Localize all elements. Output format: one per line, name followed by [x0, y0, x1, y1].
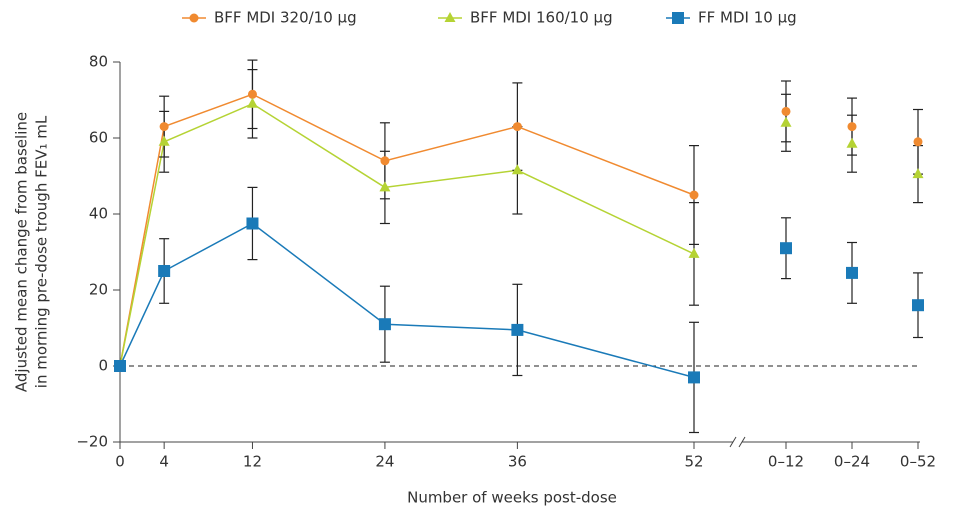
series-line — [119, 222, 695, 379]
y-tick-label: 0 — [98, 357, 108, 375]
x-tick-label: 36 — [508, 453, 527, 471]
data-point — [114, 360, 126, 372]
axis-break — [729, 436, 737, 448]
data-point — [913, 137, 923, 147]
legend-item: BFF MDI 320/10 µg — [182, 9, 357, 27]
x-tick-label: 4 — [159, 453, 169, 471]
legend-label: BFF MDI 320/10 µg — [214, 9, 357, 27]
data-point — [912, 299, 924, 312]
y-tick-label: −20 — [76, 433, 108, 451]
data-point — [781, 106, 791, 116]
x-tick-label: 0–52 — [900, 453, 936, 471]
legend-marker — [444, 12, 456, 22]
data-point — [512, 122, 522, 132]
legend-marker — [672, 12, 684, 24]
x-tick-label: 24 — [375, 453, 394, 471]
data-point — [159, 122, 169, 132]
data-point — [847, 122, 857, 132]
x-tick-label: 0–12 — [768, 453, 804, 471]
data-point — [511, 323, 524, 336]
y-tick-label: 80 — [89, 53, 108, 71]
x-tick-label: 52 — [684, 453, 703, 471]
data-point — [247, 89, 257, 99]
y-tick-label: 20 — [89, 281, 108, 299]
data-point — [511, 164, 523, 175]
legend-marker — [189, 13, 199, 23]
data-point — [689, 190, 699, 200]
x-axis-label: Number of weeks post-dose — [407, 489, 617, 507]
axis-break — [738, 436, 746, 448]
data-point — [158, 135, 170, 146]
data-point — [780, 242, 792, 255]
y-axis-label: Adjusted mean change from baseline — [13, 112, 31, 392]
series-line — [119, 102, 695, 367]
legend-label: FF MDI 10 µg — [698, 9, 797, 27]
x-tick-label: 12 — [243, 453, 262, 471]
x-tick-label: 0–24 — [834, 453, 870, 471]
data-point — [780, 116, 792, 127]
data-point — [379, 181, 391, 192]
y-axis-label: in morning pre-dose trough FEV₁ mL — [33, 115, 51, 388]
y-tick-label: 60 — [89, 129, 108, 147]
data-point — [912, 168, 924, 179]
x-tick-label: 0 — [115, 453, 125, 471]
data-point — [688, 247, 700, 258]
legend-item: FF MDI 10 µg — [666, 9, 797, 27]
series-line — [119, 93, 695, 367]
data-point — [380, 156, 390, 166]
data-point — [378, 318, 391, 331]
data-point — [688, 371, 700, 384]
data-point — [846, 137, 858, 148]
legend-item: BFF MDI 160/10 µg — [438, 9, 613, 27]
y-tick-label: 40 — [89, 205, 108, 223]
legend-label: BFF MDI 160/10 µg — [470, 9, 613, 27]
data-point — [158, 265, 171, 277]
data-point — [846, 266, 858, 279]
data-point — [246, 217, 259, 230]
data-point — [246, 97, 258, 108]
